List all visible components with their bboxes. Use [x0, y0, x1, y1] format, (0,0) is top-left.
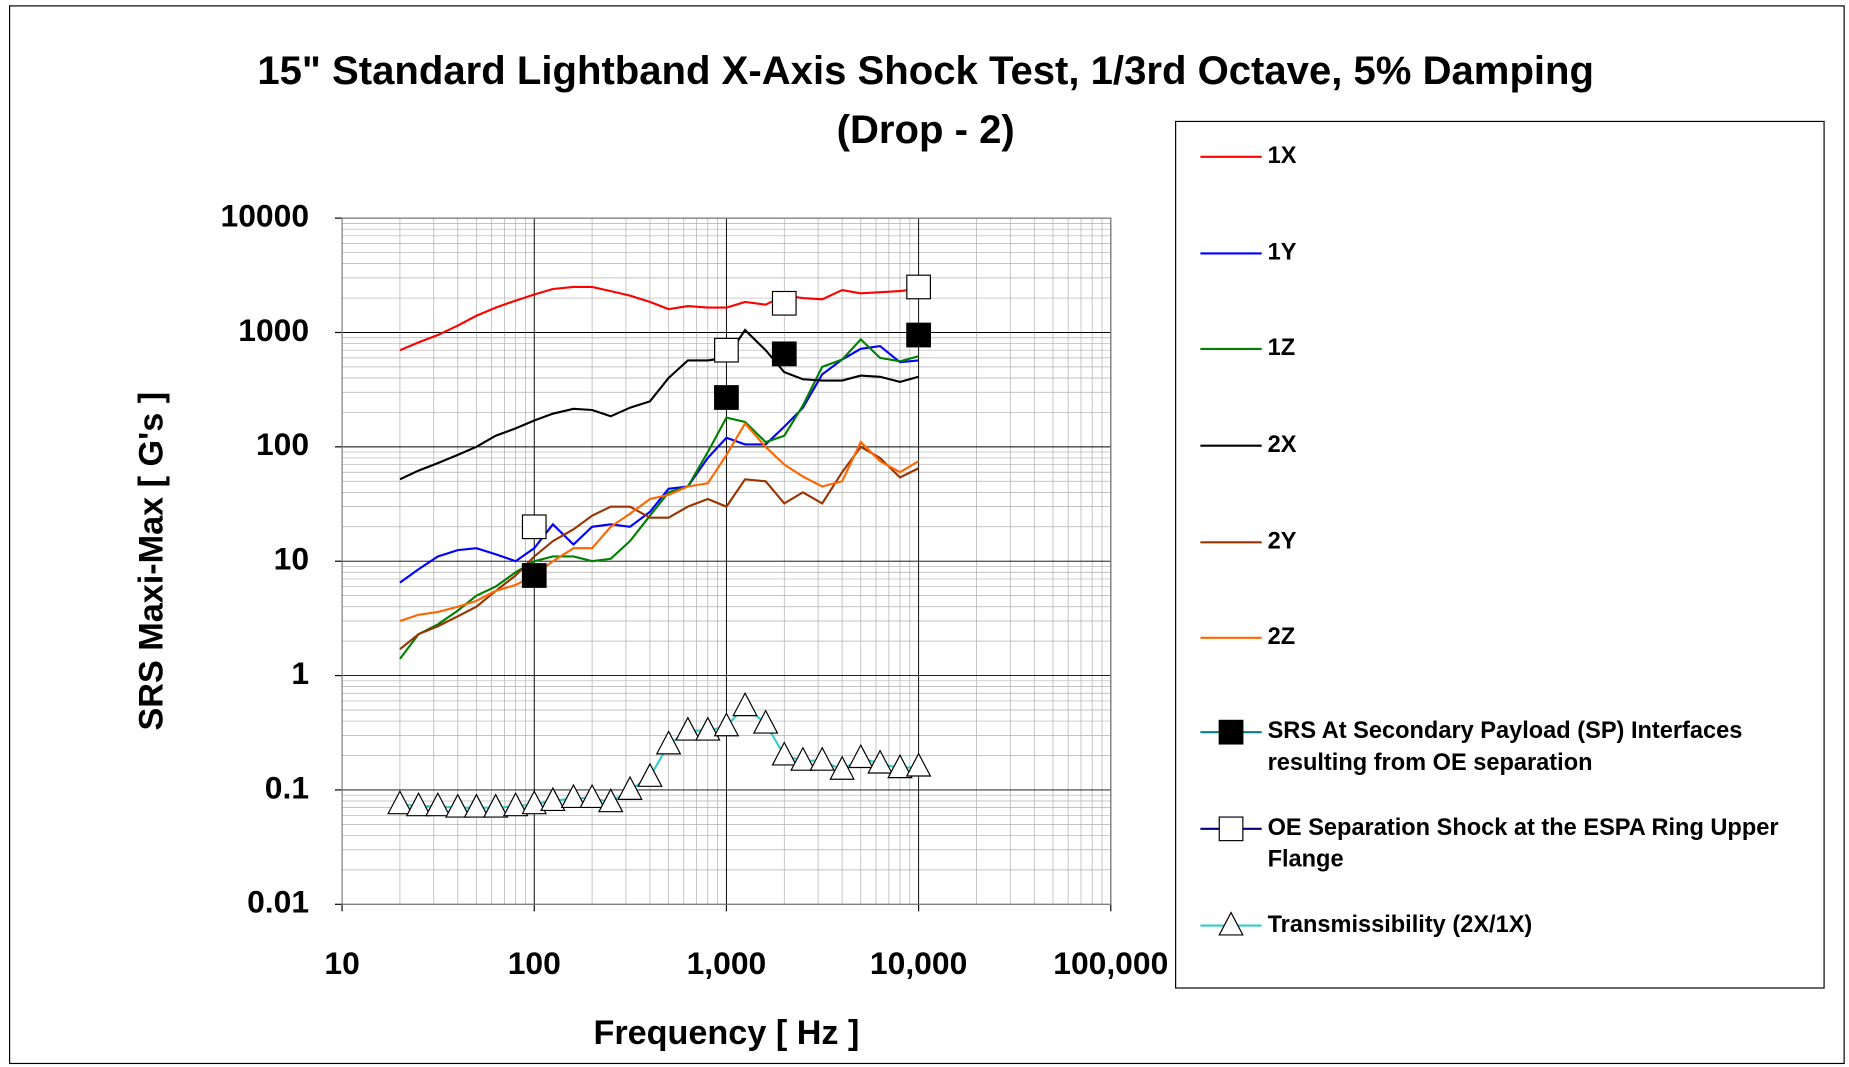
y-tick-label: 100 — [256, 426, 309, 462]
chart-title: 15" Standard Lightband X-Axis Shock Test… — [257, 49, 1594, 152]
marker — [637, 762, 663, 787]
marker — [714, 337, 739, 363]
legend-label: 2X — [1268, 431, 1297, 457]
marker — [425, 792, 451, 817]
series-line — [399, 337, 919, 660]
legend-label: 2Z — [1268, 623, 1296, 649]
legend-label: OE Separation Shock at the ESPA Ring Upp… — [1268, 814, 1779, 872]
series-line — [399, 285, 919, 352]
x-axis-label: Frequency [ Hz ] — [593, 1014, 859, 1052]
marker — [771, 290, 797, 316]
legend-box — [1175, 120, 1825, 989]
marker — [655, 730, 682, 755]
legend-label: 1Z — [1268, 334, 1296, 360]
marker — [790, 746, 816, 771]
marker — [732, 691, 758, 717]
y-tick-label: 0.01 — [247, 884, 309, 920]
marker — [1218, 911, 1244, 936]
marker — [502, 792, 529, 817]
series-line — [399, 344, 919, 584]
marker — [521, 563, 547, 588]
legend-label: 1Y — [1268, 239, 1297, 265]
marker — [809, 746, 835, 771]
text-line: resulting from OE separation — [1268, 749, 1593, 775]
marker — [463, 793, 490, 818]
marker — [714, 385, 739, 410]
y-tick-label: 1 — [291, 655, 309, 691]
marker — [887, 753, 913, 779]
marker — [387, 789, 413, 815]
marker — [597, 788, 624, 813]
marker — [579, 783, 605, 809]
series-line — [399, 421, 920, 623]
marker — [540, 786, 566, 812]
x-tick-label: 1,000 — [687, 945, 767, 981]
marker — [906, 274, 931, 300]
legend-label: Transmissibility (2X/1X) — [1268, 911, 1533, 937]
marker — [521, 514, 547, 540]
marker — [405, 792, 432, 817]
y-axis-label: SRS Maxi-Max [ G's ] — [132, 392, 170, 731]
series-line — [399, 704, 919, 809]
y-tick-label: 10 — [274, 541, 309, 577]
x-tick-label: 100 — [508, 945, 561, 981]
marker — [1218, 719, 1244, 745]
plot-border — [341, 217, 1112, 905]
marker — [905, 752, 932, 777]
marker — [560, 783, 587, 809]
marker — [695, 716, 721, 741]
marker — [617, 775, 643, 800]
legend-label: 2Y — [1268, 528, 1297, 554]
y-tick-label: 1000 — [238, 312, 309, 348]
series-line — [399, 328, 919, 481]
text-line: (Drop - 2) — [837, 108, 1015, 152]
legend-label: SRS At Secondary Payload (SP) Interfaces… — [1268, 717, 1743, 775]
text-line: Flange — [1268, 846, 1344, 872]
marker — [752, 709, 779, 734]
marker — [906, 322, 931, 348]
marker — [521, 789, 548, 815]
y-tick-label: 0.1 — [265, 769, 309, 805]
marker — [867, 749, 893, 774]
marker — [771, 341, 797, 367]
text-line: 15" Standard Lightband X-Axis Shock Test… — [257, 49, 1594, 93]
text-line: SRS At Secondary Payload (SP) Interfaces — [1268, 717, 1743, 743]
series-line — [399, 445, 920, 651]
x-tick-label: 10 — [324, 945, 359, 981]
x-tick-label: 100,000 — [1053, 945, 1168, 981]
marker — [713, 712, 740, 737]
marker — [847, 743, 874, 769]
marker — [482, 793, 509, 818]
marker — [771, 741, 798, 766]
legend-label: 1X — [1268, 142, 1297, 168]
text-line: OE Separation Shock at the ESPA Ring Upp… — [1268, 814, 1779, 840]
x-tick-label: 10,000 — [870, 945, 967, 981]
y-tick-label: 10000 — [221, 198, 310, 234]
marker — [675, 716, 701, 741]
marker — [445, 793, 471, 818]
marker — [1218, 816, 1244, 842]
